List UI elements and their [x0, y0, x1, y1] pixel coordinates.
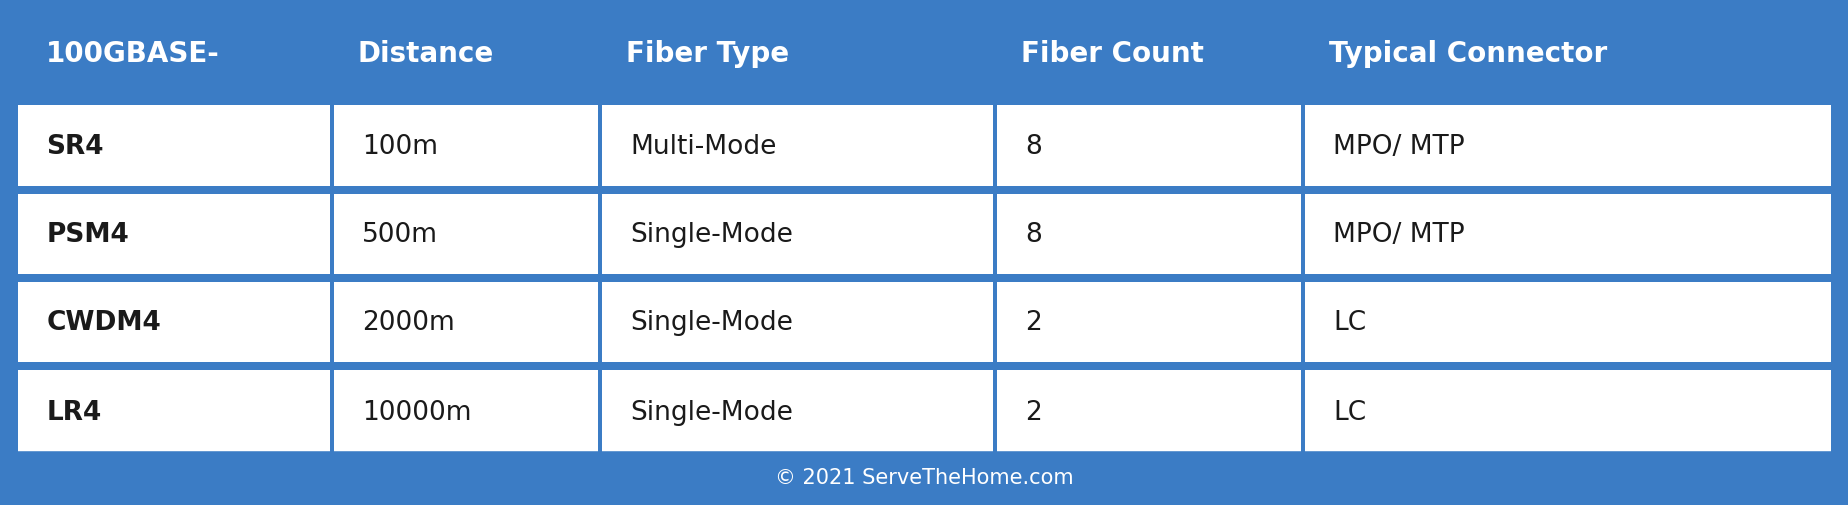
Bar: [1305, 194, 1830, 274]
Bar: [18, 282, 331, 363]
Bar: [334, 106, 599, 186]
Bar: [602, 282, 992, 363]
Bar: [602, 371, 992, 454]
Text: Fiber Type: Fiber Type: [626, 40, 789, 68]
Bar: [602, 106, 992, 186]
Text: 100GBASE-: 100GBASE-: [46, 40, 220, 68]
Text: Fiber Count: Fiber Count: [1020, 40, 1203, 68]
Text: MPO/ MTP: MPO/ MTP: [1332, 133, 1464, 159]
Bar: [18, 371, 331, 454]
Bar: [18, 6, 331, 102]
Text: Single-Mode: Single-Mode: [630, 310, 793, 335]
Bar: [334, 194, 599, 274]
Text: Distance: Distance: [359, 40, 493, 68]
Text: LC: LC: [1332, 399, 1366, 426]
Bar: [996, 194, 1301, 274]
Text: Single-Mode: Single-Mode: [630, 221, 793, 247]
Bar: [18, 194, 331, 274]
Bar: [1301, 6, 1830, 102]
Bar: [18, 454, 1830, 499]
Text: 500m: 500m: [362, 221, 438, 247]
Bar: [1305, 371, 1830, 454]
Text: Typical Connector: Typical Connector: [1329, 40, 1606, 68]
Bar: [992, 6, 1301, 102]
Text: 2: 2: [1024, 310, 1040, 335]
Text: 8: 8: [1024, 133, 1040, 159]
Bar: [996, 282, 1301, 363]
Text: 2000m: 2000m: [362, 310, 455, 335]
Bar: [1305, 282, 1830, 363]
Text: LC: LC: [1332, 310, 1366, 335]
Bar: [599, 6, 992, 102]
Text: SR4: SR4: [46, 133, 103, 159]
Bar: [602, 194, 992, 274]
Bar: [334, 371, 599, 454]
Text: PSM4: PSM4: [46, 221, 129, 247]
Text: 8: 8: [1024, 221, 1040, 247]
Text: 2: 2: [1024, 399, 1040, 426]
Text: LR4: LR4: [46, 399, 102, 426]
Text: 10000m: 10000m: [362, 399, 471, 426]
Bar: [1305, 106, 1830, 186]
Bar: [331, 6, 599, 102]
Text: Multi-Mode: Multi-Mode: [630, 133, 776, 159]
Bar: [996, 106, 1301, 186]
Text: CWDM4: CWDM4: [46, 310, 161, 335]
Text: 100m: 100m: [362, 133, 438, 159]
Bar: [18, 106, 331, 186]
Text: Single-Mode: Single-Mode: [630, 399, 793, 426]
Bar: [996, 371, 1301, 454]
Text: © 2021 ServeTheHome.com: © 2021 ServeTheHome.com: [774, 467, 1074, 487]
Bar: [334, 282, 599, 363]
Text: MPO/ MTP: MPO/ MTP: [1332, 221, 1464, 247]
